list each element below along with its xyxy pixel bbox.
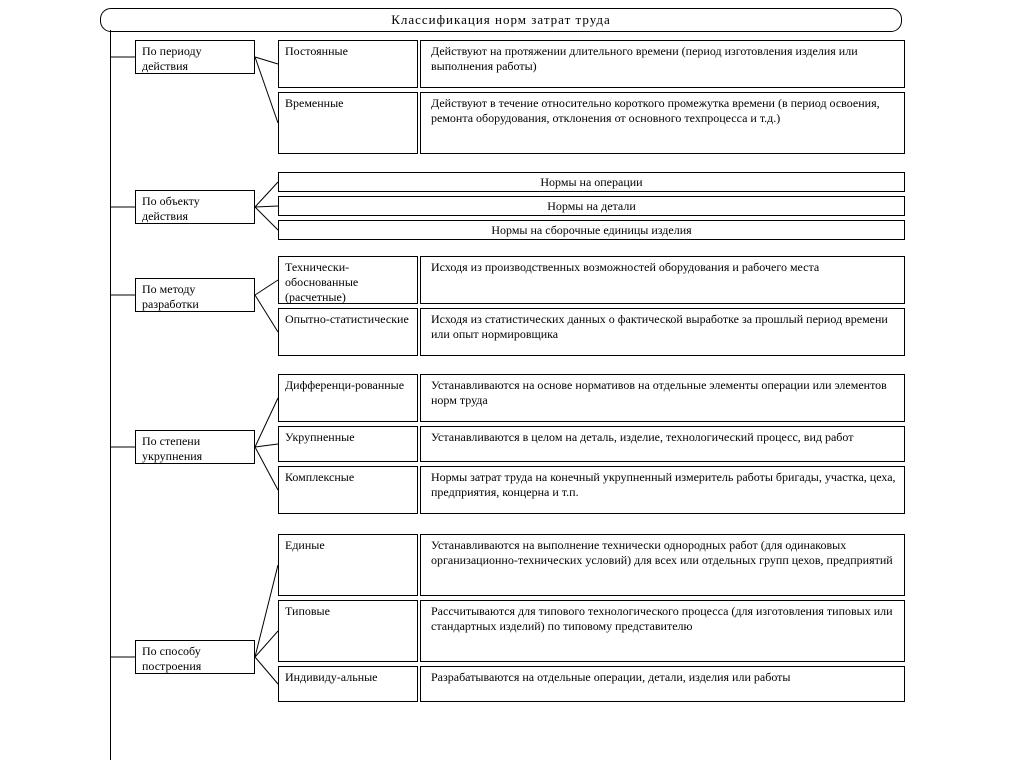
desc-degree-0: Устанавливаются на основе нормативов на … xyxy=(420,374,905,422)
item-method-1: Опытно-статистические xyxy=(278,308,418,356)
category-object: По объекту действия xyxy=(135,190,255,224)
desc-build-2: Разрабатываются на отдельные операции, д… xyxy=(420,666,905,702)
diagram-root: Классификация норм затрат труда По перио… xyxy=(0,0,1024,767)
item-period-0: Постоянные xyxy=(278,40,418,88)
desc-period-0: Действуют на протяжении длительного врем… xyxy=(420,40,905,88)
desc-build-1: Рассчитываются для типового технологичес… xyxy=(420,600,905,662)
item-build-0: Единые xyxy=(278,534,418,596)
full-object-2: Нормы на сборочные единицы изделия xyxy=(278,220,905,240)
desc-method-0: Исходя из производственных возможностей … xyxy=(420,256,905,304)
desc-method-1: Исходя из статистических данных о фактич… xyxy=(420,308,905,356)
item-degree-2: Комплексные xyxy=(278,466,418,514)
category-method: По методу разработки xyxy=(135,278,255,312)
desc-degree-1: Устанавливаются в целом на деталь, издел… xyxy=(420,426,905,462)
full-object-0: Нормы на операции xyxy=(278,172,905,192)
item-period-1: Временные xyxy=(278,92,418,154)
desc-build-0: Устанавливаются на выполнение технически… xyxy=(420,534,905,596)
trunk-line xyxy=(110,30,111,760)
desc-degree-2: Нормы затрат труда на конечный укрупненн… xyxy=(420,466,905,514)
item-build-2: Индивиду-альные xyxy=(278,666,418,702)
item-build-1: Типовые xyxy=(278,600,418,662)
item-method-0: Технически-обоснованные (расчетные) xyxy=(278,256,418,304)
category-degree: По степени укрупнения xyxy=(135,430,255,464)
full-object-1: Нормы на детали xyxy=(278,196,905,216)
category-build: По способу построения xyxy=(135,640,255,674)
diagram-title: Классификация норм затрат труда xyxy=(100,8,902,32)
desc-period-1: Действуют в течение относительно коротко… xyxy=(420,92,905,154)
category-period: По периоду действия xyxy=(135,40,255,74)
item-degree-0: Дифференци-рованные xyxy=(278,374,418,422)
item-degree-1: Укрупненные xyxy=(278,426,418,462)
